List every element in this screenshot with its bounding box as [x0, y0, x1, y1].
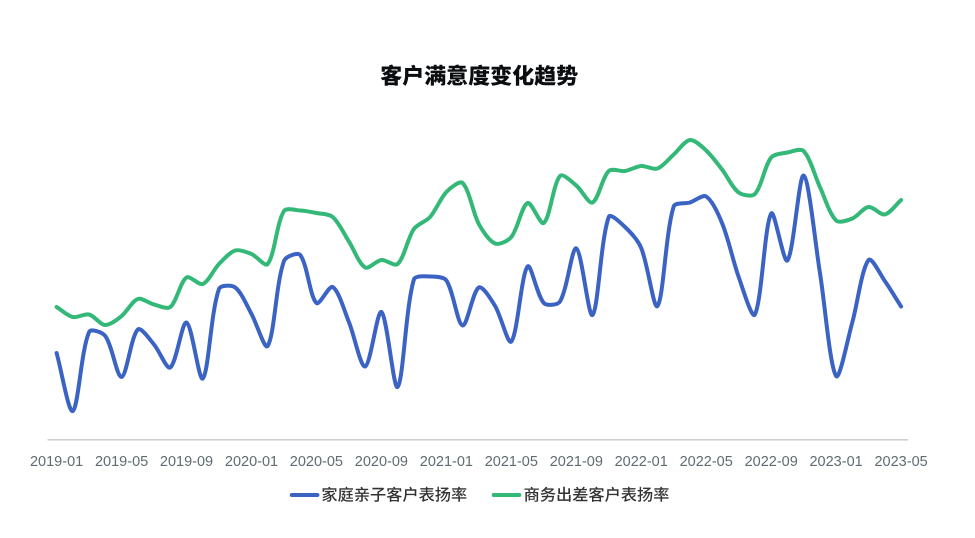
svg-text:2019-05: 2019-05 — [95, 454, 148, 470]
svg-text:2021-01: 2021-01 — [420, 454, 473, 470]
svg-text:2019-01: 2019-01 — [30, 454, 83, 470]
svg-text:2022-09: 2022-09 — [745, 454, 798, 470]
svg-text:2020-05: 2020-05 — [290, 454, 343, 470]
svg-text:2020-01: 2020-01 — [225, 454, 278, 470]
svg-text:2023-01: 2023-01 — [809, 454, 862, 470]
svg-text:2019-09: 2019-09 — [160, 454, 213, 470]
svg-text:2023-05: 2023-05 — [874, 454, 927, 470]
svg-text:2022-05: 2022-05 — [680, 454, 733, 470]
svg-text:2020-09: 2020-09 — [355, 454, 408, 470]
svg-text:2021-09: 2021-09 — [550, 454, 603, 470]
svg-text:2022-01: 2022-01 — [615, 454, 668, 470]
svg-text:2021-05: 2021-05 — [485, 454, 538, 470]
